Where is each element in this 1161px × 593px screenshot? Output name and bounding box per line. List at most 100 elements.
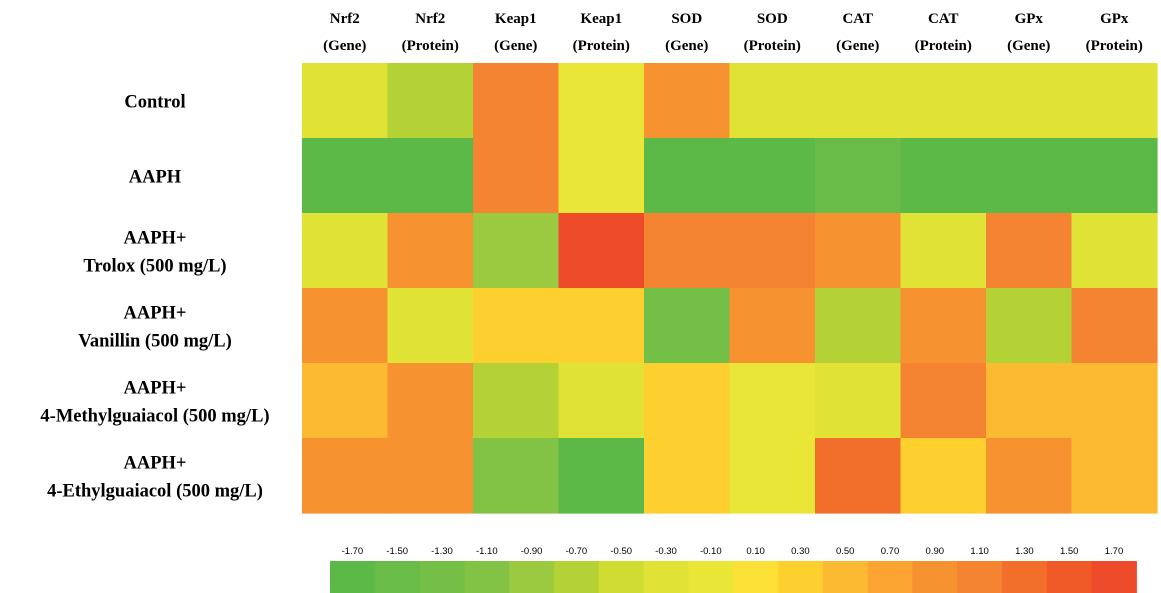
heatmap-cell: [473, 363, 560, 439]
row-label: AAPH+: [124, 379, 187, 399]
row-label: Control: [124, 93, 185, 113]
legend-swatch: [912, 561, 958, 593]
legend-tick-label: -1.10: [476, 546, 498, 557]
column-label: (Gene): [323, 38, 366, 54]
legend-swatch: [688, 561, 734, 593]
legend-swatch: [1046, 561, 1093, 593]
legend-tick-label: -1.50: [386, 546, 408, 557]
heatmap-cell: [986, 138, 1073, 214]
column-label: Nrf2: [330, 11, 360, 27]
legend-swatch: [867, 561, 913, 593]
legend-tick-label: 0.50: [836, 546, 855, 557]
legend-tick-label: -0.50: [610, 546, 632, 557]
heatmap-cell: [1071, 288, 1158, 364]
heatmap-cell: [815, 288, 902, 364]
legend-swatch: [643, 561, 689, 593]
column-label: (Protein): [573, 38, 630, 54]
column-label: Keap1: [495, 11, 537, 27]
legend-swatch: [957, 561, 1003, 593]
heatmap-cell: [387, 288, 474, 364]
heatmap-cell: [644, 438, 731, 514]
column-label: Keap1: [580, 11, 622, 27]
column-label: GPx: [1100, 11, 1129, 27]
legend-tick-label: 0.30: [791, 546, 810, 557]
legend-tick-label: -0.70: [566, 546, 588, 557]
heatmap-cell: [302, 213, 389, 289]
heatmap-cell: [558, 213, 645, 289]
row-label: AAPH: [129, 168, 182, 188]
heatmap-cell: [302, 438, 389, 514]
heatmap-cell: [815, 363, 902, 439]
heatmap-cell: [900, 438, 987, 514]
column-label: CAT: [928, 11, 959, 27]
legend-tick-label: 0.70: [881, 546, 900, 557]
legend-swatch: [598, 561, 645, 593]
legend-swatch: [509, 561, 555, 593]
heatmap-cell: [900, 138, 987, 214]
heatmap-cell: [900, 213, 987, 289]
legend-swatch: [1091, 561, 1137, 593]
row-label: 4-Ethylguaiacol (500 mg/L): [47, 482, 263, 502]
heatmap-cell: [1071, 363, 1158, 439]
column-label: (Protein): [1086, 38, 1143, 54]
heatmap-cell: [986, 288, 1073, 364]
column-label: (Gene): [1007, 38, 1050, 54]
legend-swatch: [1002, 561, 1048, 593]
heatmap-cell: [387, 213, 474, 289]
legend-swatch: [778, 561, 824, 593]
heatmap-cell: [644, 288, 731, 364]
heatmap-cell: [1071, 438, 1158, 514]
column-label: (Gene): [494, 38, 537, 54]
heatmap-cell: [473, 288, 560, 364]
legend-tick-label: -0.10: [700, 546, 722, 557]
heatmap-cell: [558, 438, 645, 514]
legend-tick-label: 0.10: [746, 546, 765, 557]
heatmap-cell: [900, 363, 987, 439]
legend-swatch: [733, 561, 779, 593]
heatmap-cell: [729, 213, 816, 289]
heatmap-cell: [644, 138, 731, 214]
heatmap-cell: [815, 138, 902, 214]
legend-swatch: [554, 561, 600, 593]
heatmap-cell: [473, 213, 560, 289]
legend-tick-label: -1.30: [431, 546, 453, 557]
heatmap-cell: [1071, 63, 1158, 139]
legend-tick-label: -0.30: [655, 546, 677, 557]
heatmap-cell: [900, 288, 987, 364]
heatmap-cell: [302, 63, 389, 139]
legend-tick-label: 1.10: [970, 546, 989, 557]
heatmap-cell: [302, 363, 389, 439]
heatmap-cell: [986, 438, 1073, 514]
row-label: AAPH+: [124, 454, 187, 474]
heatmap-cell: [302, 288, 389, 364]
heatmap-cell: [986, 363, 1073, 439]
heatmap-cell: [558, 288, 645, 364]
column-label: (Protein): [744, 38, 801, 54]
legend-swatch: [330, 561, 376, 593]
column-label: CAT: [842, 11, 873, 27]
heatmap-cell: [729, 138, 816, 214]
heatmap-cell: [729, 63, 816, 139]
column-label: Nrf2: [415, 11, 445, 27]
heatmap-cell: [302, 138, 389, 214]
legend-swatch: [374, 561, 421, 593]
heatmap-cell: [473, 438, 560, 514]
heatmap-cell: [387, 363, 474, 439]
heatmap-cell: [473, 138, 560, 214]
heatmap-cell: [729, 438, 816, 514]
legend-tick-label: -1.70: [342, 546, 364, 557]
row-label: Vanillin (500 mg/L): [78, 332, 232, 352]
column-label: GPx: [1015, 11, 1044, 27]
heatmap-cell: [558, 63, 645, 139]
heatmap-cell: [815, 438, 902, 514]
heatmap-cell: [558, 363, 645, 439]
column-label: SOD: [671, 11, 702, 27]
heatmap-cell: [387, 63, 474, 139]
heatmap-cell: [644, 213, 731, 289]
heatmap-cell: [558, 138, 645, 214]
legend-swatch: [419, 561, 465, 593]
heatmap-cell: [900, 63, 987, 139]
heatmap-cell: [644, 63, 731, 139]
